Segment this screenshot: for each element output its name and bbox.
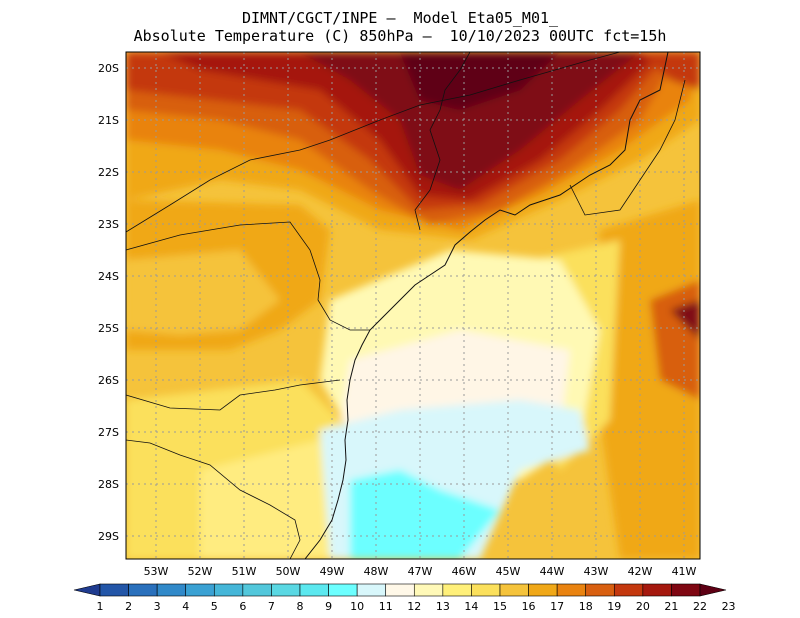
lat-label: 24S	[98, 270, 119, 283]
lon-label: 52W	[187, 565, 213, 578]
colorbar-label: 4	[182, 600, 190, 613]
state-borders	[126, 52, 686, 559]
lon-label: 44W	[539, 565, 565, 578]
coastline	[304, 52, 669, 559]
colorbar-label: 1	[96, 600, 104, 613]
zone-22-north	[300, 52, 640, 190]
colorbar-label: 9	[325, 600, 333, 613]
colorbar-cell	[471, 583, 501, 597]
colorbar-cell	[613, 583, 644, 597]
lon-label: 53W	[143, 565, 169, 578]
lon-label: 41W	[671, 565, 697, 578]
colorbar	[73, 583, 727, 597]
map-title-line1: DIMNT/CGCT/INPE – Model Eta05_M01_	[241, 9, 559, 27]
colorbar-cell	[99, 583, 129, 597]
colorbar-cell	[356, 583, 387, 597]
zone-10-sea	[350, 470, 500, 559]
colorbar-cell	[385, 583, 415, 597]
colorbar-cell	[299, 583, 329, 597]
lat-label: 28S	[98, 478, 119, 491]
colorbar-label: 16	[521, 600, 536, 613]
lat-label: 26S	[98, 374, 119, 387]
lat-label: 27S	[98, 426, 119, 439]
colorbar-cell	[671, 583, 701, 597]
lon-label: 42W	[627, 565, 653, 578]
colorbar-label: 6	[239, 600, 247, 613]
colorbar-cell	[499, 583, 529, 597]
colorbar-cell	[328, 583, 358, 597]
colorbar-label: 11	[378, 600, 393, 613]
colorbar-cell	[271, 583, 301, 597]
colorbar-cell	[642, 583, 672, 597]
colorbar-cell	[556, 583, 587, 597]
colorbar-label: 14	[464, 600, 479, 613]
colorbar-label: 2	[125, 600, 133, 613]
lon-label: 47W	[407, 565, 433, 578]
colorbar-cell	[213, 583, 244, 597]
lat-label: 23S	[98, 218, 119, 231]
colorbar-label: 23	[721, 600, 736, 613]
colorbar-cell	[128, 583, 158, 597]
colorbar-label: 19	[607, 600, 622, 613]
colorbar-label: 22	[693, 600, 707, 613]
colorbar-cell	[156, 583, 187, 597]
lat-label: 22S	[98, 166, 119, 179]
colorbar-label: 12	[407, 600, 422, 613]
temperature-field	[126, 52, 700, 559]
colorbar-label: 10	[350, 600, 365, 613]
colorbar-arrow-high	[699, 583, 727, 597]
colorbar-label: 18	[578, 600, 593, 613]
lon-label: 46W	[451, 565, 477, 578]
zone-16-west	[126, 250, 280, 335]
colorbar-label: 8	[296, 600, 304, 613]
colorbar-label: 5	[210, 600, 218, 613]
map-title-line2: Absolute Temperature (C) 850hPa – 10/10/…	[133, 27, 667, 45]
lon-label: 43W	[583, 565, 609, 578]
plot-frame	[125, 51, 701, 560]
colorbar-label: 17	[550, 600, 565, 613]
colorbar-label: 13	[435, 600, 450, 613]
colorbar-cell	[413, 583, 444, 597]
lon-label: 45W	[495, 565, 521, 578]
lat-label: 25S	[98, 322, 119, 335]
colorbar-cell	[442, 583, 472, 597]
zone-23-north	[400, 52, 560, 110]
lat-label: 21S	[98, 114, 119, 127]
zone-22-east	[670, 300, 700, 340]
colorbar-label: 21	[664, 600, 679, 613]
lat-label: 29S	[98, 530, 119, 543]
colorbar-cell	[185, 583, 215, 597]
lon-label: 49W	[319, 565, 345, 578]
colorbar-label: 15	[493, 600, 507, 613]
colorbar-cell	[585, 583, 615, 597]
colorbar-cell	[242, 583, 272, 597]
lon-label: 48W	[363, 565, 389, 578]
lat-label: 20S	[98, 62, 119, 75]
colorbar-cell	[528, 583, 558, 597]
colorbar-label: 3	[153, 600, 161, 613]
lon-label: 51W	[231, 565, 257, 578]
colorbar-label: 7	[267, 600, 275, 613]
graticule	[126, 52, 700, 559]
colorbar-label: 20	[635, 600, 650, 613]
colorbar-arrow-low	[73, 583, 101, 597]
zone-14-sw	[200, 440, 340, 559]
lon-label: 50W	[275, 565, 301, 578]
